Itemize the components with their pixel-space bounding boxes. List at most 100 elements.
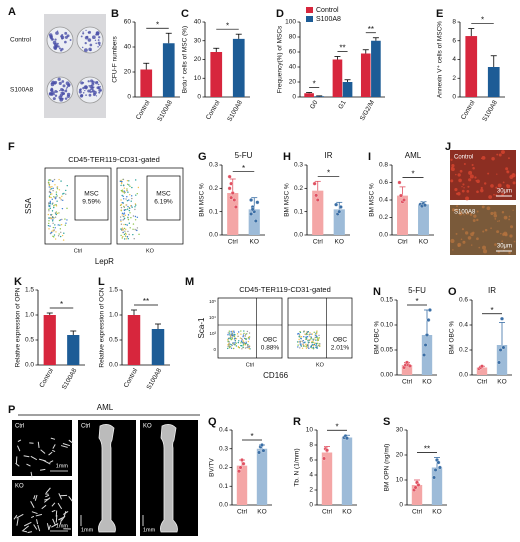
stain: [457, 244, 460, 248]
data-point: [334, 202, 339, 207]
stain: [468, 178, 472, 182]
event: [49, 193, 52, 195]
event: [299, 330, 301, 333]
event: [60, 231, 62, 233]
gate-name: MSC: [156, 191, 171, 198]
trabecula: [17, 445, 21, 452]
legend-swatch: [306, 16, 313, 22]
stain: [488, 195, 493, 199]
x-tick-label: Ctrl: [477, 379, 488, 386]
event: [228, 330, 231, 332]
stain: [455, 173, 457, 176]
bar: [371, 40, 381, 97]
trabecula: [41, 504, 47, 510]
stain: [501, 240, 504, 243]
scale-label: 1mm: [56, 463, 69, 469]
stain: [493, 193, 495, 196]
event: [237, 345, 240, 348]
colony: [88, 84, 90, 87]
significance-label: *: [415, 297, 418, 306]
data-point: [260, 443, 264, 447]
y-axis-label: CFU-F numbers: [112, 35, 119, 82]
colony: [95, 33, 98, 36]
event: [305, 345, 307, 348]
event: [132, 223, 135, 225]
event: [228, 341, 230, 343]
y-tick-label: 4: [309, 472, 313, 479]
event: [299, 340, 301, 343]
stain: [508, 251, 511, 254]
colony: [59, 90, 61, 92]
stain: [480, 157, 483, 159]
trabecula: [22, 525, 29, 531]
event: [58, 233, 60, 235]
significance-label: *: [60, 300, 63, 309]
event: [66, 184, 68, 187]
trabecula: [60, 445, 68, 448]
event: [246, 333, 248, 335]
event: [228, 346, 231, 349]
trabecula: [40, 468, 46, 471]
event: [121, 189, 124, 191]
flow-tick-label: 10⁴: [209, 315, 216, 320]
bar: [421, 335, 433, 375]
gate: [146, 175, 181, 221]
colony: [55, 31, 59, 35]
stain: [463, 162, 466, 166]
significance-label: **: [143, 297, 149, 306]
event: [244, 344, 247, 346]
event: [130, 216, 132, 219]
event: [59, 219, 62, 221]
event: [126, 189, 128, 192]
event: [134, 228, 136, 231]
event: [242, 343, 244, 345]
y-tick-label: 0.4: [379, 197, 388, 204]
bar: [232, 38, 245, 97]
colony: [84, 35, 89, 40]
event: [134, 208, 136, 211]
stain: [469, 174, 474, 179]
stain: [500, 150, 505, 155]
y-tick-label: 0.4: [459, 322, 468, 329]
femur: [160, 424, 178, 533]
panel-letter: A: [8, 6, 16, 18]
y-tick-label: 0.2: [459, 347, 468, 354]
x-tick-label: Ctrl: [397, 239, 408, 246]
trabecula: [59, 519, 62, 525]
event: [126, 183, 129, 186]
trabecula: [15, 462, 20, 467]
colony: [84, 85, 88, 88]
bar: [418, 204, 429, 235]
event: [138, 233, 140, 236]
y-tick-label: 30: [396, 427, 404, 434]
trabecula: [33, 524, 38, 530]
colony: [98, 91, 101, 94]
y-axis-label: BM OBC %: [374, 321, 381, 354]
trabecula: [35, 513, 43, 517]
bar: [227, 193, 239, 235]
event: [60, 199, 62, 201]
data-point: [397, 180, 402, 185]
event: [228, 342, 230, 345]
event: [49, 188, 52, 190]
y-tick-label: 0.5: [25, 337, 34, 344]
stain: [497, 220, 499, 222]
y-tick-label: 0: [452, 94, 456, 101]
event: [307, 340, 309, 342]
y-tick-label: 30: [194, 37, 202, 44]
event: [310, 337, 312, 340]
event: [49, 207, 52, 210]
event: [129, 227, 131, 229]
event: [56, 186, 59, 188]
data-point: [232, 198, 237, 202]
stain: [450, 158, 453, 161]
sample-label: Ctrl: [246, 362, 255, 368]
data-point: [423, 343, 428, 347]
event: [54, 224, 56, 226]
event: [122, 195, 124, 197]
stain: [462, 183, 465, 186]
scale-label: 30μm: [497, 244, 512, 250]
data-point: [413, 485, 418, 490]
event: [121, 212, 124, 215]
event: [52, 229, 54, 231]
